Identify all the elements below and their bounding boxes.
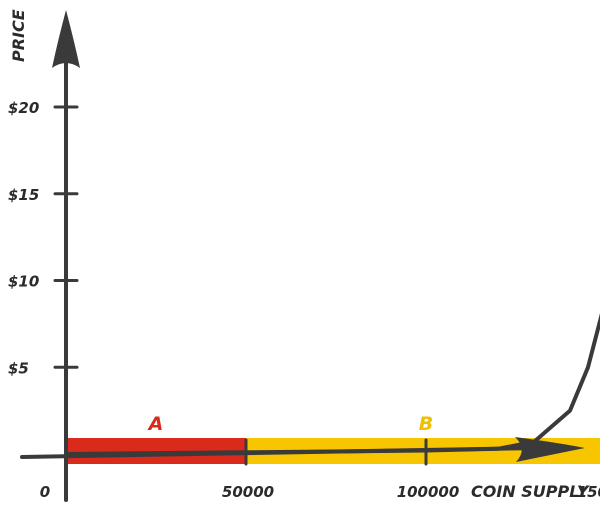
y-axis-title: PRICE — [9, 9, 28, 62]
price-curve-group — [64, 313, 600, 456]
x-axis-line — [20, 446, 542, 459]
axis-ticks — [53, 105, 428, 466]
y-tick-label: $15 — [8, 186, 39, 204]
x-axis-arrowhead — [515, 437, 585, 462]
y-tick-label: $5 — [8, 359, 29, 377]
x-tick-label: 100000 — [397, 483, 460, 501]
y-tick-label: $20 — [8, 99, 39, 117]
axes — [20, 10, 585, 502]
x-tick-label: 0 — [40, 483, 50, 501]
x-tick-label: 150000 — [577, 483, 600, 501]
y-axis-arrowhead — [52, 10, 80, 68]
tick-labels: $5$10$15$20050000100000150000200000 — [8, 99, 600, 501]
band-labels: ABCD — [147, 413, 434, 435]
band-label-b: B — [419, 413, 433, 435]
x-axis-title: COIN SUPPLY — [471, 482, 590, 501]
price-curve — [64, 313, 600, 456]
band-label-a: A — [147, 413, 164, 435]
y-tick-label: $10 — [8, 273, 39, 291]
x-tick-label: 50000 — [222, 483, 274, 501]
